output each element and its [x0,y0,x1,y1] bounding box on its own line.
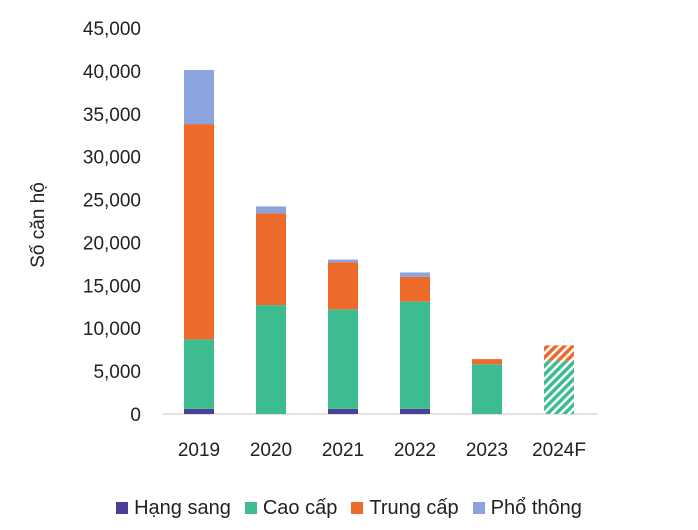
y-tick-label: 5,000 [93,362,141,383]
legend-label: Trung cấp [369,496,459,519]
legend-swatch [244,502,257,514]
legend-label: Hạng sang [134,496,231,519]
bar-segment [184,408,214,414]
y-tick-label: 20,000 [83,233,141,254]
y-tick-label: 45,000 [83,19,141,40]
y-tick-label: 0 [130,405,141,426]
legend-swatch [472,502,485,514]
y-tick-label: 10,000 [83,319,141,340]
legend: Hạng sang Cao cấp Trung cấp Phổ thông [0,490,698,526]
bar-segment [328,408,358,414]
x-tick-label: 2022 [394,440,436,461]
bar-segment [400,276,430,302]
y-tick-label: 15,000 [83,276,141,297]
y-axis-label: Số căn hộ [28,182,49,268]
bar-segment [400,272,430,277]
bar-segment [184,70,214,125]
bar-segment [400,301,430,409]
bar-segment [472,364,502,414]
bar-segment [400,408,430,414]
legend-label: Cao cấp [262,496,338,519]
bar-segment [544,360,574,414]
legend-item: Trung cấp [351,496,459,520]
legend-item: Cao cấp [244,496,338,520]
bar-segment [256,213,286,306]
bar-segment [328,309,358,409]
bar-segment [256,305,286,414]
x-tick-label: 2021 [322,440,364,461]
legend-item: Hạng sang [116,497,231,520]
legend-item: Phổ thông [472,496,582,520]
legend-swatch [116,502,129,514]
x-tick-label: 2019 [178,440,220,461]
y-tick-label: 40,000 [83,62,141,83]
y-tick-label: 35,000 [83,105,141,126]
stacked-bar-chart: Số căn hộ 0 5,000 10,000 15,000 20,000 25,000… [28,19,598,461]
bar-segment [544,345,574,361]
y-tick-label: 25,000 [83,191,141,212]
bar-segment [472,359,502,365]
x-tick-label: 2024F [532,440,586,461]
x-tick-label: 2023 [466,440,508,461]
bar-segment [328,259,358,263]
bar-segment [184,339,214,409]
x-tick-label: 2020 [250,440,292,461]
legend-label: Phổ thông [490,496,582,519]
bar-segment [184,124,214,340]
y-tick-label: 30,000 [83,148,141,169]
bar-segment [328,262,358,310]
bar-segment [256,206,286,214]
legend-swatch [351,502,364,514]
